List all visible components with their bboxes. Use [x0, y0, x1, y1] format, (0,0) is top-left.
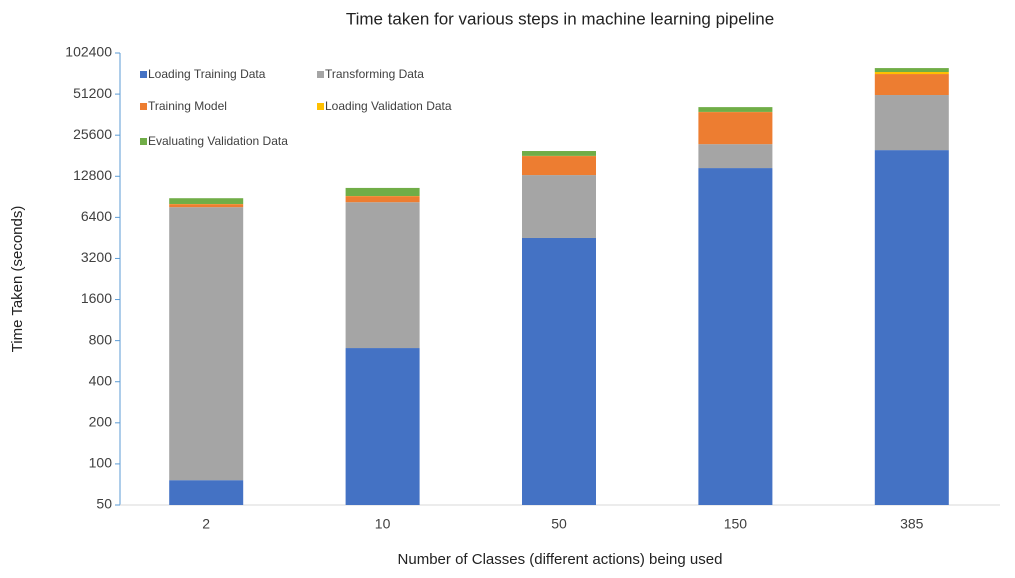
y-tick-label: 100 — [89, 455, 113, 471]
y-tick-label: 102400 — [65, 44, 112, 60]
bar-segment — [169, 204, 243, 207]
chart-title: Time taken for various steps in machine … — [346, 9, 774, 28]
x-tick-label: 150 — [724, 516, 748, 532]
bar-segment — [346, 348, 420, 505]
bar-segment — [346, 202, 420, 348]
bar-segment — [875, 72, 949, 74]
legend-swatch — [140, 138, 147, 145]
x-axis-title: Number of Classes (different actions) be… — [398, 551, 723, 568]
y-tick-label: 1600 — [81, 290, 112, 306]
y-tick-label: 51200 — [73, 85, 112, 101]
bar-segment — [875, 150, 949, 505]
x-tick-label: 10 — [375, 516, 391, 532]
bar-segment — [875, 74, 949, 95]
x-tick-label: 385 — [900, 516, 924, 532]
x-tick-label: 2 — [202, 516, 210, 532]
y-tick-label: 800 — [89, 331, 113, 347]
bar-segment — [346, 188, 420, 196]
bar-segment — [169, 207, 243, 480]
bar-segment — [698, 144, 772, 168]
legend-swatch — [317, 103, 324, 110]
y-tick-label: 400 — [89, 372, 113, 388]
y-axis-title: Time Taken (seconds) — [9, 206, 26, 353]
y-tick-label: 6400 — [81, 208, 112, 224]
y-tick-label: 3200 — [81, 249, 112, 265]
bar-segment — [169, 198, 243, 204]
bar-segment — [875, 95, 949, 150]
bar-segment — [522, 175, 596, 238]
legend-label: Loading Validation Data — [325, 99, 452, 113]
x-tick-label: 50 — [551, 516, 567, 532]
y-tick-label: 25600 — [73, 126, 112, 142]
legend-label: Loading Training Data — [148, 67, 266, 81]
legend-label: Transforming Data — [325, 67, 424, 81]
legend-label: Evaluating Validation Data — [148, 134, 288, 148]
bar-segment — [522, 238, 596, 505]
bar-segment — [698, 107, 772, 112]
legend-swatch — [140, 71, 147, 78]
y-tick-label: 12800 — [73, 167, 112, 183]
bar-segment — [698, 168, 772, 505]
legend-swatch — [140, 103, 147, 110]
bar-segment — [522, 151, 596, 156]
bar-segment — [346, 196, 420, 202]
legend-label: Training Model — [148, 99, 227, 113]
bar-segment — [875, 68, 949, 72]
bar-segment — [698, 112, 772, 144]
bar-segment — [522, 156, 596, 175]
legend-swatch — [317, 71, 324, 78]
y-tick-label: 200 — [89, 414, 113, 430]
bar-segment — [169, 480, 243, 505]
y-tick-label: 50 — [96, 496, 112, 512]
